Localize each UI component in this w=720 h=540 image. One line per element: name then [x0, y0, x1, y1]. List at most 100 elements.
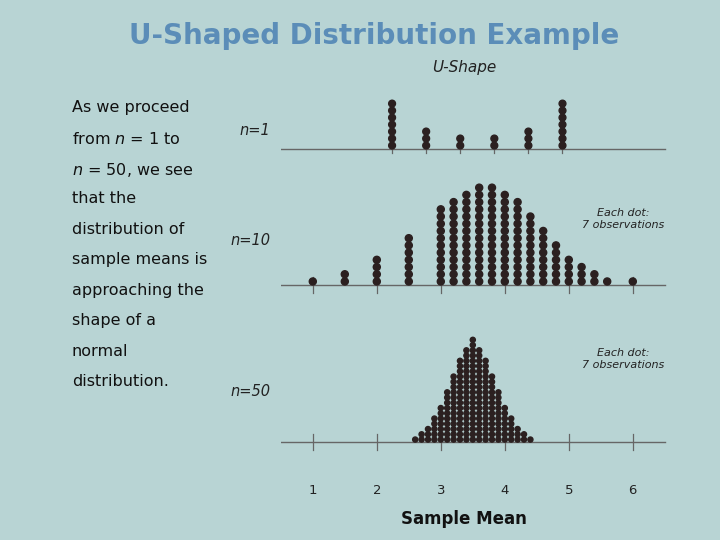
Circle shape: [540, 242, 546, 249]
Circle shape: [457, 390, 462, 395]
Circle shape: [490, 421, 495, 427]
Circle shape: [423, 142, 430, 149]
Text: normal: normal: [72, 343, 128, 359]
Circle shape: [464, 416, 469, 421]
Circle shape: [470, 358, 475, 363]
Circle shape: [451, 406, 456, 410]
Circle shape: [470, 400, 475, 406]
Circle shape: [437, 249, 444, 256]
Circle shape: [451, 390, 456, 395]
Circle shape: [457, 400, 462, 406]
Circle shape: [464, 379, 469, 384]
Circle shape: [514, 206, 521, 213]
Text: approaching the: approaching the: [72, 283, 204, 298]
Text: 6: 6: [629, 484, 637, 497]
Circle shape: [464, 432, 469, 437]
Circle shape: [470, 432, 475, 437]
Circle shape: [540, 227, 546, 234]
Circle shape: [457, 358, 462, 363]
Circle shape: [527, 264, 534, 271]
Circle shape: [470, 369, 475, 374]
Circle shape: [540, 278, 546, 285]
Circle shape: [477, 363, 482, 369]
Circle shape: [496, 390, 501, 395]
Circle shape: [476, 235, 482, 242]
Circle shape: [488, 249, 495, 256]
Circle shape: [514, 227, 521, 234]
Circle shape: [501, 220, 508, 227]
Circle shape: [450, 206, 457, 213]
Circle shape: [559, 121, 566, 128]
Circle shape: [483, 369, 488, 374]
Circle shape: [405, 256, 413, 264]
Circle shape: [476, 256, 482, 264]
Circle shape: [438, 421, 444, 427]
Circle shape: [405, 249, 413, 256]
Text: that the: that the: [72, 192, 136, 206]
Text: 5: 5: [564, 484, 573, 497]
Circle shape: [525, 142, 532, 149]
Circle shape: [488, 213, 495, 220]
Circle shape: [450, 227, 457, 234]
Circle shape: [514, 256, 521, 264]
Circle shape: [477, 421, 482, 427]
Circle shape: [503, 432, 508, 437]
Circle shape: [477, 411, 482, 416]
Circle shape: [450, 249, 457, 256]
Circle shape: [559, 107, 566, 114]
Text: As we proceed: As we proceed: [72, 100, 189, 115]
Circle shape: [464, 411, 469, 416]
Circle shape: [508, 421, 514, 427]
Circle shape: [496, 427, 501, 431]
Circle shape: [445, 432, 450, 437]
Circle shape: [483, 379, 488, 384]
Circle shape: [457, 395, 462, 400]
Circle shape: [496, 421, 501, 427]
Circle shape: [488, 227, 495, 234]
Circle shape: [470, 416, 475, 421]
Circle shape: [437, 271, 444, 278]
Circle shape: [508, 437, 514, 442]
Circle shape: [405, 278, 413, 285]
Circle shape: [438, 432, 444, 437]
Circle shape: [464, 406, 469, 410]
Circle shape: [405, 271, 413, 278]
Circle shape: [540, 249, 546, 256]
Circle shape: [477, 395, 482, 400]
Circle shape: [451, 427, 456, 431]
Circle shape: [464, 395, 469, 400]
Circle shape: [496, 411, 501, 416]
Circle shape: [490, 411, 495, 416]
Circle shape: [450, 278, 457, 285]
Text: distribution of: distribution of: [72, 222, 184, 237]
Circle shape: [470, 374, 475, 379]
Circle shape: [457, 421, 462, 427]
Circle shape: [483, 411, 488, 416]
Circle shape: [451, 416, 456, 421]
Circle shape: [552, 249, 559, 256]
Circle shape: [450, 256, 457, 264]
Circle shape: [501, 206, 508, 213]
Circle shape: [464, 427, 469, 431]
Circle shape: [483, 395, 488, 400]
Circle shape: [451, 400, 456, 406]
Circle shape: [565, 264, 572, 271]
Circle shape: [559, 135, 566, 142]
Circle shape: [457, 427, 462, 431]
Circle shape: [483, 416, 488, 421]
Circle shape: [501, 235, 508, 242]
Circle shape: [488, 271, 495, 278]
Circle shape: [496, 395, 501, 400]
Circle shape: [514, 271, 521, 278]
Circle shape: [476, 184, 482, 191]
Circle shape: [503, 416, 508, 421]
Circle shape: [373, 271, 380, 278]
Circle shape: [483, 406, 488, 410]
Circle shape: [373, 278, 380, 285]
Circle shape: [514, 213, 521, 220]
Circle shape: [437, 213, 444, 220]
Circle shape: [463, 191, 470, 198]
Circle shape: [490, 416, 495, 421]
Circle shape: [457, 369, 462, 374]
Circle shape: [470, 421, 475, 427]
